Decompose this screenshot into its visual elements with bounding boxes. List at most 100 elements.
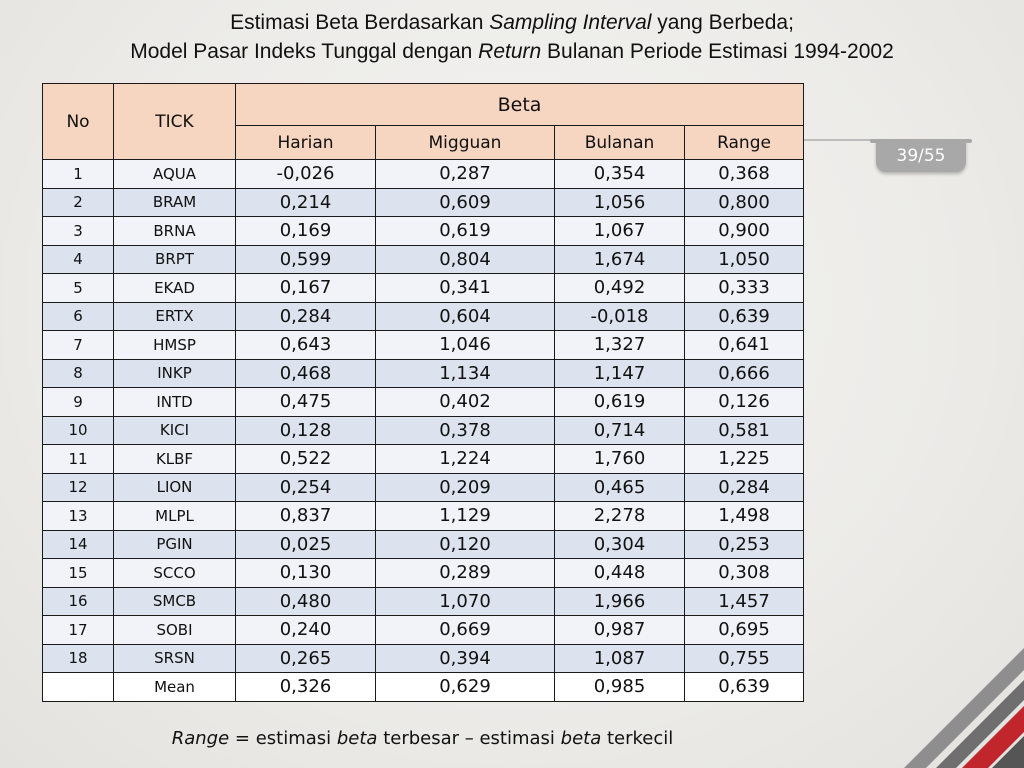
cell-bulanan: 1,147	[554, 358, 685, 388]
stripe-gray-mid	[936, 680, 1024, 768]
table-row: 1 AQUA -0,026 0,287 0,354 0,368	[42, 159, 805, 189]
cell-harian: 0,265	[235, 643, 376, 673]
table-header: No TICK Beta Harian Migguan Bulanan Rang…	[42, 83, 805, 160]
cell-tick: INTD	[113, 387, 236, 417]
table-row: 3 BRNA 0,169 0,619 1,067 0,900	[42, 216, 805, 246]
cell-mingguan: 0,289	[375, 558, 555, 588]
cell-mingguan: 1,134	[375, 358, 555, 388]
cell-no: 11	[42, 444, 114, 474]
table-row: 14 PGIN 0,025 0,120 0,304 0,253	[42, 529, 805, 559]
cell-tick: LION	[113, 472, 236, 502]
cell-harian: 0,599	[235, 244, 376, 274]
col-header-tick: TICK	[113, 83, 236, 160]
cell-range: 0,126	[683, 387, 805, 417]
title-line-2-italic: Return	[478, 40, 542, 63]
cell-no: 15	[42, 558, 114, 588]
slide-title: Estimasi Beta Berdasarkan Sampling Inter…	[0, 8, 1024, 66]
cell-harian: 0,284	[235, 301, 376, 331]
cell-tick: KLBF	[113, 444, 236, 474]
cell-harian: 0,480	[235, 586, 376, 616]
cell-harian: 0,254	[235, 472, 376, 502]
cell-range: 1,457	[683, 586, 805, 616]
cell-range: 0,900	[683, 216, 805, 246]
cell-bulanan: 0,714	[554, 415, 685, 445]
cell-range-mean: 0,639	[683, 672, 805, 702]
cell-harian: 0,240	[235, 615, 376, 645]
cell-tick: BRPT	[113, 244, 236, 274]
cell-no: 16	[42, 586, 114, 616]
cell-mingguan: 0,402	[375, 387, 555, 417]
cell-harian: 0,643	[235, 330, 376, 360]
cell-range: 0,639	[683, 301, 805, 331]
cell-harian: 0,130	[235, 558, 376, 588]
cell-no: 14	[42, 529, 114, 559]
cell-range: 0,755	[683, 643, 805, 673]
cell-bulanan: 0,492	[554, 273, 685, 303]
cell-no: 1	[42, 159, 114, 189]
cell-bulanan: 1,760	[554, 444, 685, 474]
table-row: 12 LION 0,254 0,209 0,465 0,284	[42, 472, 805, 502]
col-header-no: No	[42, 83, 114, 160]
cell-no: 18	[42, 643, 114, 673]
beta-estimates-table: No TICK Beta Harian Migguan Bulanan Rang…	[42, 83, 805, 702]
cell-range: 0,800	[683, 187, 805, 217]
cell-no: 12	[42, 472, 114, 502]
cell-mingguan: 0,378	[375, 415, 555, 445]
cell-mingguan: 0,209	[375, 472, 555, 502]
cell-tick: SCCO	[113, 558, 236, 588]
table-row: 6 ERTX 0,284 0,604 -0,018 0,639	[42, 301, 805, 331]
header-row-1: No TICK Beta	[42, 83, 805, 160]
title-line-1-text: Estimasi Beta Berdasarkan	[230, 11, 490, 34]
col-header-harian: Harian	[235, 125, 376, 160]
cell-range: 0,581	[683, 415, 805, 445]
cell-no: 7	[42, 330, 114, 360]
cell-bulanan: 0,304	[554, 529, 685, 559]
cell-mingguan: 1,224	[375, 444, 555, 474]
note-text-3: terkecil	[601, 728, 674, 749]
cell-tick: SOBI	[113, 615, 236, 645]
cell-harian: 0,522	[235, 444, 376, 474]
table-row: 2 BRAM 0,214 0,609 1,056 0,800	[42, 187, 805, 217]
header-row-2: Harian Migguan Bulanan Range	[43, 125, 805, 160]
cell-bulanan: 0,619	[554, 387, 685, 417]
cell-range: 0,641	[683, 330, 805, 360]
table-row: 5 EKAD 0,167 0,341 0,492 0,333	[42, 273, 805, 303]
cell-tick: MLPL	[113, 501, 236, 531]
cell-no: 17	[42, 615, 114, 645]
cell-bulanan: 2,278	[554, 501, 685, 531]
cell-mingguan: 0,669	[375, 615, 555, 645]
cell-no: 10	[42, 415, 114, 445]
page-number-tab: 39/55	[870, 139, 972, 172]
cell-bulanan: 1,674	[554, 244, 685, 274]
cell-harian: 0,475	[235, 387, 376, 417]
cell-no: 3	[42, 216, 114, 246]
cell-bulanan-mean: 0,985	[554, 672, 685, 702]
note-beta-term-2: beta	[560, 728, 602, 749]
cell-mingguan: 0,609	[375, 187, 555, 217]
table-row: 7 HMSP 0,643 1,046 1,327 0,641	[42, 330, 805, 360]
title-line-2: Model Pasar Indeks Tunggal dengan Return…	[0, 37, 1024, 66]
stripe-gray-outer	[904, 648, 1024, 768]
title-line-1-text-end: yang Berbeda;	[651, 11, 794, 34]
table-row-mean: Mean 0,326 0,629 0,985 0,639	[42, 672, 805, 702]
table-row: 15 SCCO 0,130 0,289 0,448 0,308	[42, 558, 805, 588]
cell-range: 0,308	[683, 558, 805, 588]
table-body: 1 AQUA -0,026 0,287 0,354 0,368 2 BRAM 0,214 0,60…	[42, 159, 805, 702]
cell-harian: 0,169	[235, 216, 376, 246]
cell-mingguan: 0,804	[375, 244, 555, 274]
cell-harian: 0,167	[235, 273, 376, 303]
note-text-2: terbesar – estimasi	[377, 728, 561, 749]
table-row: 8 INKP 0,468 1,134 1,147 0,666	[42, 358, 805, 388]
cell-mingguan: 1,046	[375, 330, 555, 360]
table-row: 16 SMCB 0,480 1,070 1,966 1,457	[42, 586, 805, 616]
cell-range: 0,695	[683, 615, 805, 645]
page-number: 39/55	[896, 146, 946, 166]
cell-range: 0,253	[683, 529, 805, 559]
cell-tick: KICI	[113, 415, 236, 445]
corner-stripe-decoration	[904, 648, 1024, 768]
cell-tick: ERTX	[113, 301, 236, 331]
cell-no: 5	[42, 273, 114, 303]
cell-tick-mean: Mean	[113, 672, 236, 702]
stripe-red	[962, 706, 1024, 768]
cell-tick: PGIN	[113, 529, 236, 559]
